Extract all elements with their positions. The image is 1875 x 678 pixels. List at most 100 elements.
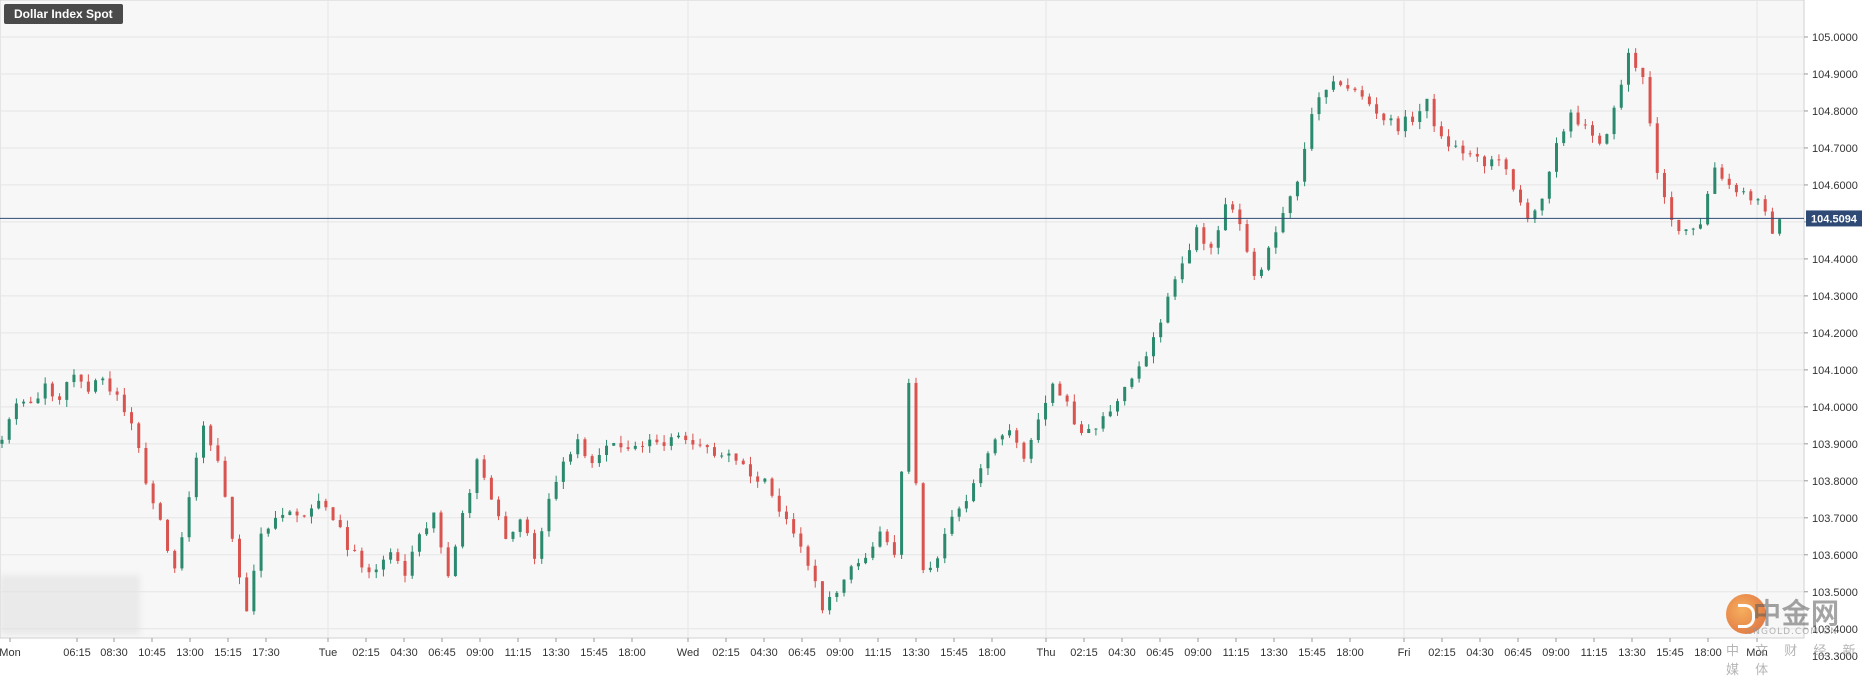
candle-up [1389,118,1393,121]
candle-down [619,443,623,448]
candle-up [936,558,940,568]
candle-up [1115,401,1119,412]
candle-up [1036,419,1040,440]
candle-down [144,448,148,484]
candle-up [36,398,40,404]
y-tick-label: 103.4000 [1812,624,1858,636]
candlestick-chart: 105.0000 104.9000 104.8000 104.7000 104.6000… [0,0,1862,663]
candle-down [1209,243,1213,248]
candle-up [1137,366,1141,379]
candle-up [309,508,313,517]
candle-down [1720,167,1724,179]
x-tick-label: Fri [1398,647,1411,659]
x-tick-label: 04:30 [1466,647,1494,659]
candle-down [504,516,508,539]
x-tick-label: Wed [677,647,699,659]
candle-down [662,442,666,446]
candle-up [1626,52,1630,85]
x-tick-label: 15:45 [580,647,608,659]
candle-down [1504,159,1508,170]
candle-down [497,499,501,517]
candle-down [130,412,134,424]
x-tick-label: 09:00 [1542,647,1570,659]
candle-up [835,592,839,597]
candle-down [1662,172,1666,198]
candle-up [950,516,954,534]
candle-up [1454,145,1458,147]
x-tick-label: 02:15 [352,647,380,659]
candle-down [108,378,112,392]
candle-down [756,476,760,482]
candle-up [1130,378,1134,387]
candle-down [345,527,349,550]
x-tick-label: 06:45 [1146,647,1174,659]
candle-down [892,542,896,555]
candle-up [943,533,947,559]
candle-up [1706,193,1710,225]
candle-up [1223,204,1227,231]
candle-up [763,478,767,482]
candle-up [1173,279,1177,297]
x-tick-label: 06:45 [1504,647,1532,659]
candle-up [1295,181,1299,197]
candle-down [641,445,645,447]
candle-up [540,531,544,559]
candle-up [475,459,479,493]
candle-up [576,439,580,455]
candle-down [1727,178,1731,185]
candle-down [741,460,745,465]
candle-down [1497,159,1501,161]
candle-up [425,528,429,535]
candle-up [669,437,673,446]
x-tick-label: 18:00 [1694,647,1722,659]
candle-up [1151,337,1155,357]
candle-down [367,567,371,573]
candle-up [957,508,961,517]
y-tick-label: 103.3000 [1812,651,1858,663]
candle-down [1022,442,1026,459]
candle-down [583,439,587,457]
candle-down [338,520,342,528]
candle-up [7,419,11,440]
candle-up [187,497,191,538]
candle-up [1195,227,1199,251]
candle-up [1274,232,1278,248]
x-tick-label: 10:45 [138,647,166,659]
candle-down [525,519,529,534]
candle-up [461,513,465,547]
candle-down [166,519,170,551]
candle-down [353,549,357,551]
x-tick-label: 04:30 [1108,647,1136,659]
x-tick-label: 02:15 [1428,647,1456,659]
candle-down [1058,383,1062,396]
candle-up [1317,97,1321,115]
candle-up [1403,116,1407,132]
candle-up [432,512,436,529]
candle-up [1087,428,1091,434]
cngold-logo-icon [1726,594,1766,634]
candle-down [784,511,788,520]
candle-down [29,401,33,404]
candle-up [900,471,904,555]
x-tick-label: 18:00 [1336,647,1364,659]
y-tick-label: 103.9000 [1812,439,1858,451]
y-tick-label: 104.9000 [1812,69,1858,81]
x-tick-label: 15:45 [1298,647,1326,659]
candle-up [1684,229,1688,232]
candle-up [1101,416,1105,429]
candle-down [1475,153,1479,157]
x-tick-label: 17:30 [252,647,280,659]
candle-down [1339,81,1343,86]
candle-down [58,396,62,400]
candle-up [1324,89,1328,98]
candle-down [820,581,824,611]
candle-down [1238,209,1242,225]
candle-up [1267,247,1271,270]
candle-down [295,511,299,516]
y-tick-label: 103.5000 [1812,587,1858,599]
candle-up [1166,296,1170,323]
candle-down [792,519,796,534]
candle-down [590,456,594,464]
candle-down [1670,197,1674,220]
